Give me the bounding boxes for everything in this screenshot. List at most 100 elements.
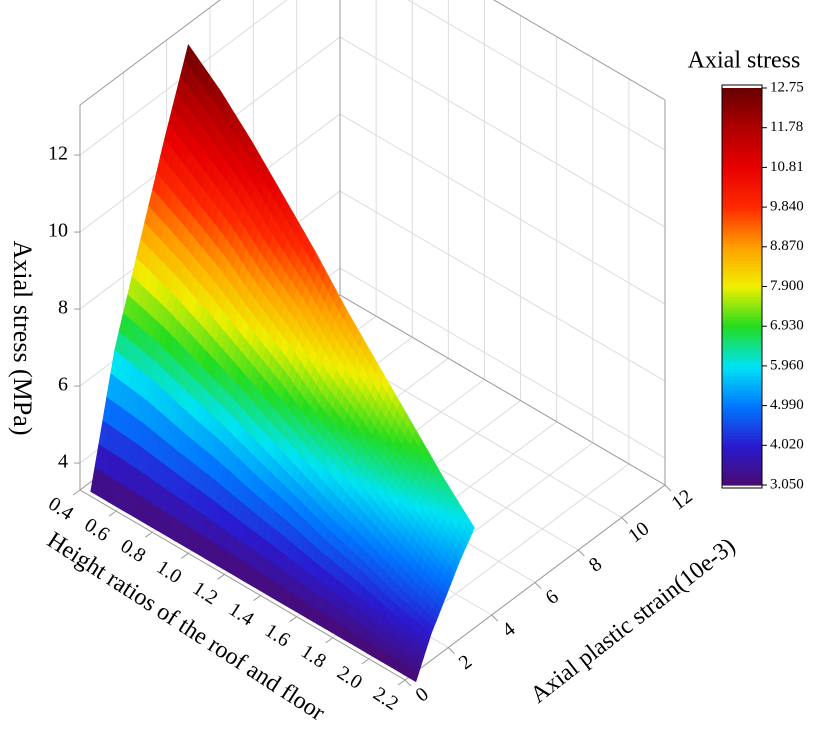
grid-line xyxy=(407,0,666,151)
colorbar-strip xyxy=(722,121,762,125)
box-edge xyxy=(492,0,666,101)
colorbar-strip xyxy=(722,177,762,182)
colorbar-strip xyxy=(722,246,762,251)
colorbar-strip xyxy=(722,269,762,274)
y-tick xyxy=(534,582,542,589)
colorbar-strip xyxy=(722,322,762,327)
colorbar-strip xyxy=(722,441,762,446)
colorbar-strip xyxy=(722,250,762,255)
colorbar-strip xyxy=(722,461,762,466)
colorbar-strip xyxy=(722,293,762,298)
colorbar-strip xyxy=(722,402,762,407)
colorbar-strip xyxy=(722,111,762,116)
colorbar-strip xyxy=(722,223,762,228)
colorbar-strip xyxy=(722,332,762,337)
colorbar-strip xyxy=(722,385,762,390)
grid-line xyxy=(339,267,666,459)
colorbar-strip xyxy=(722,471,762,476)
colorbar-strip xyxy=(722,312,762,317)
colorbar-strip xyxy=(722,379,762,384)
colorbar-strip xyxy=(722,329,762,334)
colorbar-tick-label: 9.840 xyxy=(770,199,804,215)
colorbar-strip xyxy=(722,303,762,307)
colorbar-strip xyxy=(722,101,762,106)
colorbar-strip xyxy=(722,88,762,92)
y-tick-label: 2 xyxy=(455,651,476,675)
colorbar-strip xyxy=(722,438,762,443)
x-tick-label: 1.6 xyxy=(261,619,294,651)
x-tick xyxy=(361,658,370,665)
x-tick xyxy=(144,531,153,538)
colorbar-strip xyxy=(722,104,762,109)
y-tick xyxy=(664,484,672,492)
colorbar-strip xyxy=(722,279,762,284)
x-tick xyxy=(217,574,225,580)
z-tick-label: 12 xyxy=(48,143,68,165)
colorbar-strip xyxy=(722,273,762,278)
colorbar-strip xyxy=(722,451,762,456)
colorbar-strip xyxy=(722,286,762,291)
z-tick-label: 4 xyxy=(58,451,68,473)
colorbar-strip xyxy=(722,150,762,155)
colorbar-strip xyxy=(722,187,762,192)
colorbar-strip xyxy=(722,131,762,135)
x-tick xyxy=(289,616,297,623)
grid-line xyxy=(79,0,288,156)
y-tick-label: 0 xyxy=(412,683,433,707)
colorbar-strip xyxy=(722,296,762,301)
colorbar-strip xyxy=(722,283,762,288)
colorbar-strip xyxy=(722,266,762,271)
colorbar-strip xyxy=(722,256,762,261)
y-tick xyxy=(577,549,585,557)
surface-patch xyxy=(409,669,419,683)
colorbar-strip xyxy=(722,458,762,463)
colorbar-strip xyxy=(722,422,762,427)
colorbar-strip xyxy=(722,170,762,175)
colorbar-strip xyxy=(722,336,762,341)
y-tick xyxy=(447,647,455,654)
x-tick xyxy=(397,679,406,686)
x-tick-label: 1.0 xyxy=(153,556,186,588)
colorbar-strip xyxy=(722,408,762,413)
colorbar-strip xyxy=(722,236,762,241)
colorbar-strip xyxy=(722,465,762,470)
y-tick xyxy=(621,517,629,524)
y-tick-label: 4 xyxy=(498,618,519,642)
colorbar-strip xyxy=(722,220,762,225)
colorbar-strip xyxy=(722,197,762,202)
z-tick-label: 10 xyxy=(48,220,68,242)
colorbar-tick-label: 4.990 xyxy=(770,397,804,413)
colorbar-strip xyxy=(722,355,762,360)
colorbar-strip xyxy=(722,415,762,420)
x-tick-label: 1.2 xyxy=(189,577,222,609)
colorbar-tick-label: 10.81 xyxy=(770,159,804,175)
colorbar-tick-label: 6.930 xyxy=(770,318,804,334)
colorbar-strip xyxy=(722,114,762,119)
x-tick-label: 2.2 xyxy=(369,683,402,715)
colorbar-strip xyxy=(722,405,762,410)
colorbar-strip xyxy=(722,217,762,221)
colorbar-strip xyxy=(722,240,762,245)
colorbar-strip xyxy=(722,309,762,314)
z-tick-label: 8 xyxy=(58,297,68,319)
colorbar-strip xyxy=(722,276,762,281)
colorbar-strip xyxy=(722,157,762,162)
x-tick xyxy=(325,637,334,644)
z-axis-title: Axial stress (MPa) xyxy=(8,241,37,436)
colorbar-tick-label: 3.050 xyxy=(770,476,804,492)
grid-line xyxy=(339,113,666,305)
colorbar-strip xyxy=(722,445,762,450)
x-axis-line xyxy=(79,489,406,681)
z-tick-label: 6 xyxy=(58,374,68,396)
colorbar-strip xyxy=(722,243,762,248)
colorbar-strip xyxy=(722,365,762,370)
colorbar-strip xyxy=(722,412,762,417)
box-edge xyxy=(79,0,221,106)
colorbar-strip xyxy=(722,389,762,393)
colorbar-strip xyxy=(722,372,762,377)
colorbar-strip xyxy=(722,213,762,218)
colorbar-strip xyxy=(722,359,762,364)
colorbar-strip xyxy=(722,94,762,99)
colorbar-tick-label: 8.870 xyxy=(770,238,804,254)
